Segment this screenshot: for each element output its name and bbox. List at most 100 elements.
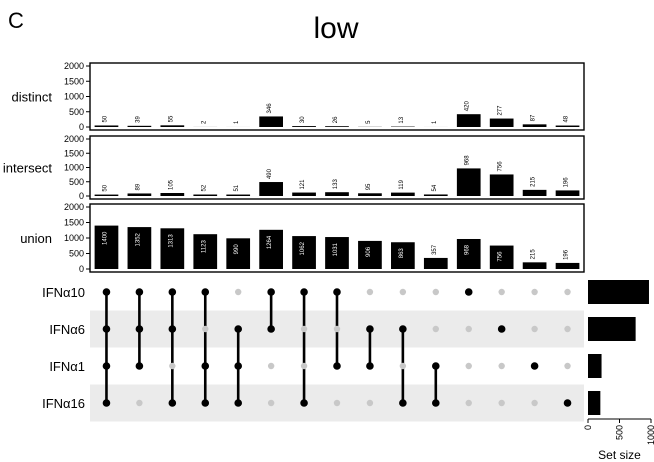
y-tick-label: 1500 — [64, 148, 84, 158]
data-label-union: 1062 — [300, 241, 306, 255]
y-tick-label: 500 — [69, 107, 84, 117]
section-intersect: intersect 0 500 1000 1500 2000 50 89 105 52 51 490 1… — [3, 134, 585, 201]
matrix-dot-active — [135, 362, 144, 370]
y-tick-label: 1500 — [64, 76, 84, 86]
bar-intersect — [193, 194, 218, 196]
matrix-dot-inactive — [267, 399, 275, 407]
data-label-union: 357 — [432, 244, 438, 255]
matrix-dot-inactive — [300, 362, 308, 370]
data-label-intersect: 121 — [300, 179, 306, 190]
panel-label: C — [8, 8, 24, 33]
matrix-dot-active — [135, 288, 144, 296]
matrix-dot-active — [234, 362, 242, 370]
set-size-chart: 0 500 1000 Set size — [583, 280, 654, 462]
matrix-dot-active — [201, 399, 210, 407]
matrix-dot-inactive — [333, 325, 341, 333]
bar-intersect — [94, 194, 119, 196]
matrix-dot-inactive — [202, 325, 209, 333]
bar-distinct — [292, 126, 316, 127]
bar-distinct — [456, 114, 481, 127]
data-label-intersect: 105 — [168, 179, 174, 190]
bar-union — [522, 262, 547, 269]
set-label: IFNα10 — [42, 285, 85, 300]
matrix-dot-inactive — [399, 288, 407, 296]
matrix-dot-active — [399, 325, 407, 333]
y-tick-label: 2000 — [64, 61, 84, 71]
matrix-dot-inactive — [235, 288, 242, 296]
matrix-dot-active — [168, 288, 177, 296]
matrix-dot-inactive — [465, 325, 472, 333]
matrix-dot-active — [234, 399, 242, 407]
bar-intersect — [358, 193, 382, 196]
data-label-intersect: 196 — [564, 177, 570, 188]
bar-union — [259, 229, 283, 269]
bar-intersect — [226, 194, 251, 196]
matrix-dot-active — [333, 288, 341, 296]
bar-intersect — [489, 174, 514, 196]
data-label-distinct: 420 — [465, 101, 471, 112]
bar-distinct — [555, 125, 580, 127]
data-label-intersect: 756 — [498, 161, 504, 172]
data-label-intersect: 89 — [135, 183, 141, 190]
data-label-union: 990 — [234, 244, 240, 255]
bar-distinct — [522, 124, 547, 127]
bar-distinct — [259, 116, 283, 127]
bar-union — [160, 228, 185, 269]
matrix-dot-inactive — [498, 288, 505, 296]
bar-union — [226, 238, 251, 269]
data-label-distinct: 30 — [300, 116, 306, 123]
data-label-distinct: 55 — [168, 115, 174, 122]
data-label-distinct: 5 — [366, 120, 372, 124]
bar-intersect — [456, 168, 481, 196]
matrix-dot-active — [464, 288, 473, 296]
data-label-union: 1313 — [168, 234, 174, 248]
y-tick-label: 2000 — [64, 202, 84, 212]
data-label-union: 1123 — [201, 240, 207, 254]
set-size-bar — [588, 280, 649, 304]
bar-union — [358, 240, 382, 269]
matrix-dot-inactive — [531, 288, 538, 296]
matrix-dot-inactive — [465, 399, 472, 407]
matrix-dot-inactive — [300, 325, 308, 333]
y-tick-label: 500 — [69, 249, 84, 259]
matrix-dot-inactive — [564, 325, 571, 333]
bar-distinct — [94, 125, 119, 127]
matrix-dot-inactive — [432, 325, 439, 333]
y-tick-label: 2000 — [64, 134, 84, 144]
matrix-dot-inactive — [531, 399, 538, 407]
matrix-dot-active — [234, 325, 242, 333]
matrix-dot-active — [366, 362, 374, 370]
matrix-dot-active — [333, 362, 341, 370]
matrix-dot-inactive — [564, 288, 571, 296]
section-label: intersect — [3, 161, 53, 176]
data-label-intersect: 54 — [432, 184, 438, 191]
data-label-distinct: 50 — [102, 115, 108, 122]
data-label-union: 215 — [531, 249, 537, 260]
data-label-distinct: 13 — [399, 116, 405, 123]
matrix-dot-active — [563, 399, 572, 407]
matrix-dot-inactive — [432, 288, 439, 296]
set-size-tick-label: 500 — [615, 425, 625, 440]
y-tick-label: 500 — [69, 177, 84, 187]
bar-distinct — [489, 118, 514, 127]
data-label-distinct: 346 — [267, 103, 273, 114]
bar-intersect — [391, 192, 415, 196]
y-tick-label: 1000 — [64, 233, 84, 243]
data-label-distinct: 26 — [333, 116, 339, 123]
bar-intersect — [522, 189, 547, 196]
bar-intersect — [292, 192, 316, 196]
section-distinct: distinct 0 500 1000 1500 2000 50 39 55 2 1 346 30 26 5… — [12, 61, 585, 132]
matrix-dot-active — [267, 325, 275, 333]
matrix-dot-active — [201, 362, 210, 370]
set-size-bar — [588, 391, 601, 415]
membership-matrix: IFNα10 IFNα6 IFNα1 IFNα16 — [42, 285, 584, 422]
y-tick-label: 1500 — [64, 218, 84, 228]
matrix-dot-active — [366, 325, 374, 333]
matrix-dot-active — [168, 325, 177, 333]
matrix-dot-active — [399, 399, 407, 407]
data-label-union: 1352 — [135, 232, 141, 246]
data-label-distinct: 277 — [498, 105, 504, 116]
data-label-distinct: 39 — [135, 115, 141, 122]
bar-union — [391, 242, 415, 269]
